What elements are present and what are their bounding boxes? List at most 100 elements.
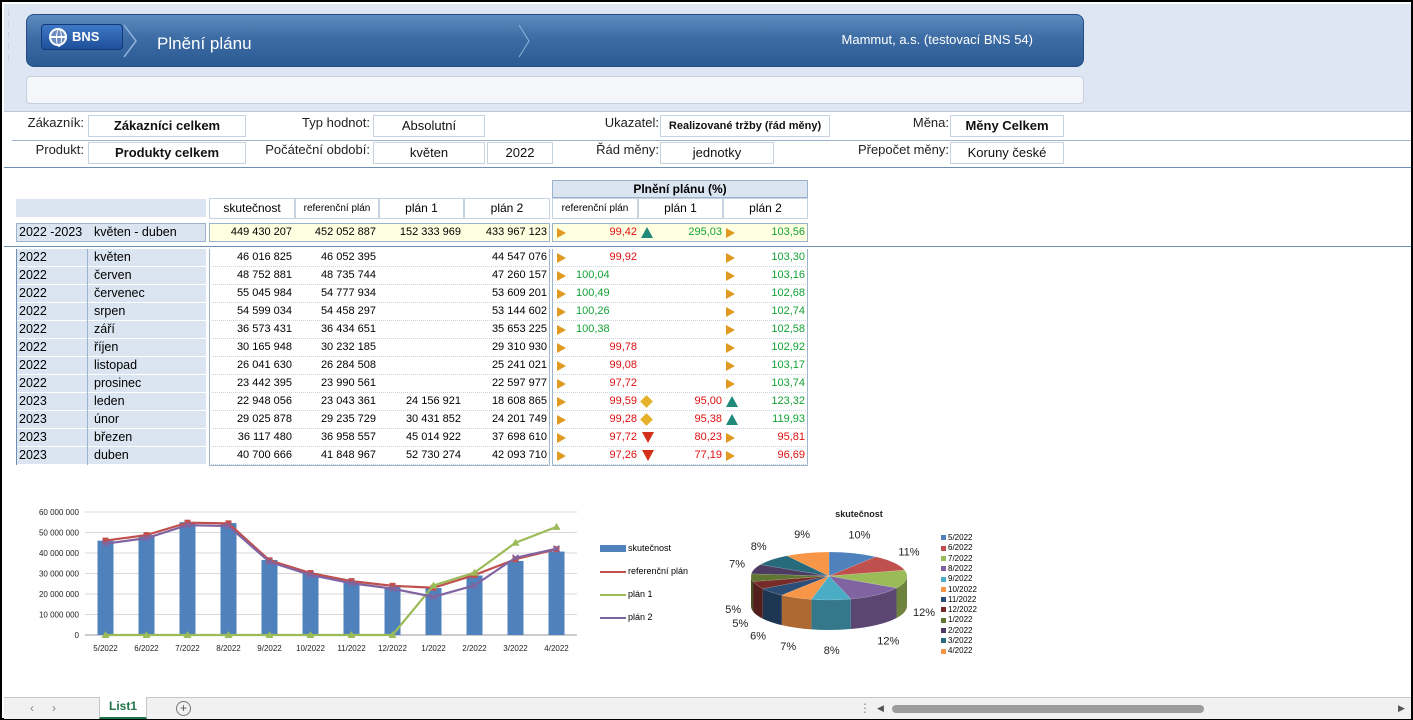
bar-skutecnost (220, 523, 237, 635)
trend-down-icon (642, 450, 654, 461)
row-month: prosinec (94, 376, 142, 390)
trend-right-icon (557, 325, 566, 335)
row-pct-plan-2: 102,68 (771, 287, 805, 299)
row-skutecnost: 29 025 878 (236, 413, 292, 425)
row-pct-bg (552, 447, 808, 465)
row-skutecnost: 36 117 480 (237, 431, 292, 443)
row-values-bg (209, 285, 550, 303)
zakaznik-field[interactable]: Zákazníci celkem (88, 115, 246, 137)
row-divider (87, 429, 88, 447)
total-row-label-bg (16, 223, 206, 242)
row-plan-1: 24 156 921 (405, 395, 461, 407)
y-tick-label: 20 000 000 (39, 590, 80, 599)
legend-item: plán 1 (600, 588, 653, 600)
trend-right-icon (726, 361, 735, 371)
pie-slice (759, 555, 830, 577)
row-year: 2022 (19, 304, 47, 318)
row-border (16, 411, 17, 429)
bar-skutecnost (507, 560, 524, 635)
table-bottom-border (552, 465, 808, 466)
row-year: 2022 (19, 340, 47, 354)
trend-right-icon (726, 343, 735, 353)
rad-field[interactable]: jednotky (660, 142, 774, 164)
trend-up-icon (726, 396, 738, 407)
marker-plan-1 (265, 631, 274, 638)
obdobi-month-field[interactable]: květen (373, 142, 485, 164)
obdobi-year-field[interactable]: 2022 (487, 142, 553, 164)
row-referencni: 36 434 651 (320, 323, 376, 335)
trend-right-icon (557, 433, 566, 443)
x-tick-label: 3/2022 (503, 644, 528, 653)
marker-plan-2 (183, 521, 192, 529)
row-divider (87, 375, 88, 393)
typ-field[interactable]: Absolutní (373, 115, 485, 137)
obdobi-label: Počáteční období: (265, 142, 370, 157)
pie-legend-item: 6/2022 (941, 543, 972, 553)
row-skutecnost: 46 016 825 (236, 251, 292, 263)
row-year: 2022 (19, 268, 47, 282)
bar-skutecnost (97, 540, 114, 635)
pie-legend-swatch (941, 638, 946, 644)
mena-field[interactable]: Měny Celkem (950, 115, 1064, 137)
add-sheet-button[interactable]: + (176, 701, 191, 716)
row-pct-plan-2: 103,30 (771, 251, 805, 263)
trend-right-icon (557, 415, 566, 425)
marker-referencni (266, 557, 273, 564)
produkt-field[interactable]: Produkty celkem (88, 142, 246, 164)
row-skutecnost: 30 165 948 (236, 341, 292, 353)
pie-legend-item: 8/2022 (941, 564, 972, 574)
pie-legend-item: 5/2022 (941, 533, 972, 543)
row-skutecnost: 55 045 984 (236, 287, 292, 299)
scroll-right-icon[interactable]: › (52, 701, 56, 715)
hscroll-right-arrow-icon[interactable]: ▶ (1398, 703, 1405, 713)
sheet-tab-list1[interactable]: List1 (99, 697, 147, 719)
mena-label: Měna: (912, 115, 949, 130)
pie-legend-item: 3/2022 (941, 636, 972, 646)
marker-plan-1 (101, 631, 110, 638)
row-month: srpen (94, 304, 126, 318)
legend-swatch (600, 616, 626, 619)
row-pct-bg (552, 249, 808, 267)
marker-referencni (184, 519, 191, 526)
bar-skutecnost (261, 560, 278, 635)
row-year: 2023 (19, 448, 47, 462)
trend-right-icon (557, 271, 566, 281)
hdr-pct-plan-2: plán 2 (723, 198, 808, 219)
pie-legend-label: 4/2022 (948, 646, 973, 656)
row-pct-referencni: 97,72 (609, 431, 637, 443)
bns-logo[interactable]: BNS (41, 24, 123, 50)
prepocet-field[interactable]: Koruny české (950, 142, 1064, 164)
table-corner (16, 199, 206, 217)
plneni-group-header: Plnění plánu (%) (552, 180, 808, 198)
pie-slice-side (811, 599, 851, 630)
trend-right-icon (557, 379, 566, 389)
ukazatel-field[interactable]: Realizované tržby (řád měny) (660, 115, 830, 137)
row-border (16, 375, 17, 393)
x-tick-label: 5/2022 (93, 644, 118, 653)
marker-plan-2 (388, 585, 397, 593)
legend-item: referenční plán (600, 565, 688, 577)
x-tick-label: 2/2022 (462, 644, 487, 653)
pie-data-label: 12% (913, 607, 935, 619)
row-referencni: 54 458 297 (320, 305, 376, 317)
pie-data-label: 8% (824, 645, 840, 657)
row-month: červen (94, 268, 132, 282)
row-month: květen (94, 250, 131, 264)
split-handle-icon[interactable]: ⋮ (859, 701, 871, 715)
pie-data-label: 6% (750, 631, 766, 643)
row-plan-2: 29 310 930 (491, 341, 547, 353)
total-divider (4, 246, 1411, 247)
hscroll-left-arrow-icon[interactable]: ◀ (877, 703, 884, 713)
hscroll-thumb[interactable] (892, 705, 1204, 713)
pie-legend-item: 10/2022 (941, 585, 977, 595)
row-values-bg (209, 339, 550, 357)
pie-legend-swatch (941, 586, 946, 592)
x-tick-label: 12/2022 (378, 644, 407, 653)
row-plan-2: 35 653 225 (491, 323, 547, 335)
marker-plan-2 (306, 571, 315, 579)
row-label-bg (16, 321, 206, 339)
scroll-left-icon[interactable]: ‹ (30, 701, 34, 715)
pie-legend-swatch (941, 628, 946, 634)
